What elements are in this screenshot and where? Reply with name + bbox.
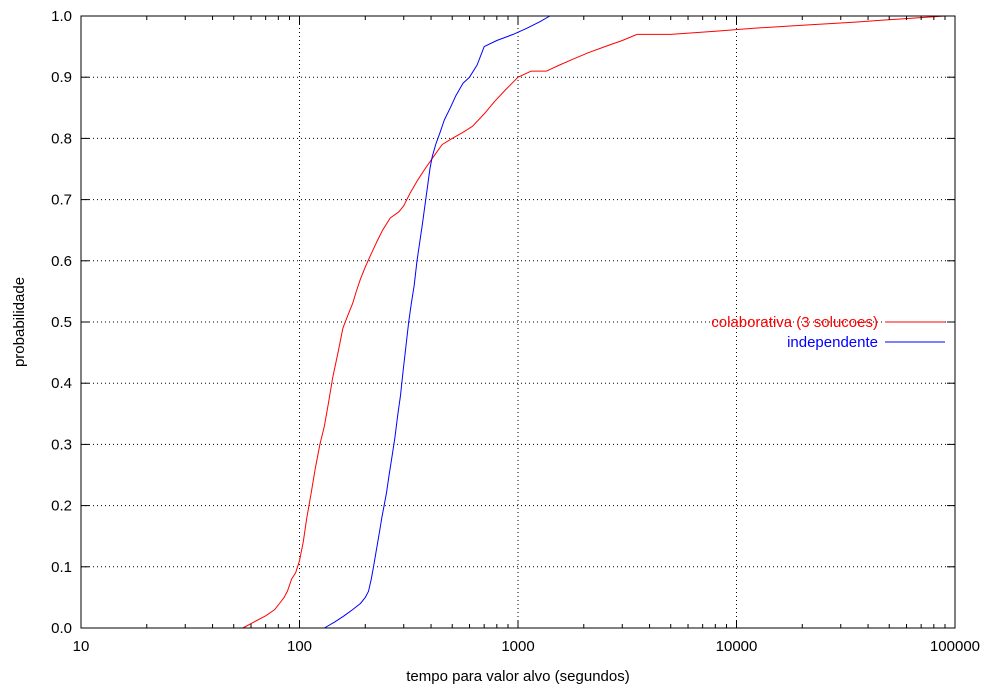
y-tick-label: 0.7 xyxy=(51,192,72,209)
y-tick-label: 0.8 xyxy=(51,130,72,147)
y-tick-label: 0.1 xyxy=(51,559,72,576)
axis-ticks xyxy=(80,15,956,629)
series-line-0 xyxy=(242,15,946,629)
legend-label-1: independente xyxy=(787,334,878,351)
x-tick-label: 100000 xyxy=(930,638,980,655)
y-tick-label: 0.6 xyxy=(51,253,72,270)
y-tick-label: 1.0 xyxy=(51,8,72,25)
x-tick-label: 10 xyxy=(73,638,90,655)
x-tick-label: 10000 xyxy=(716,638,758,655)
x-tick-label: 100 xyxy=(287,638,312,655)
tick-labels: 0.0 0.1 0.2 0.3 0.4 0.5 0.6 0.7 0.8 0.9 1.0 10 100 10… xyxy=(51,8,980,655)
y-tick-label: 0.4 xyxy=(51,375,72,392)
x-axis-label: tempo para valor alvo (segundos) xyxy=(406,668,629,685)
series-line-1 xyxy=(324,15,551,629)
y-tick-label: 0.3 xyxy=(51,436,72,453)
series-lines xyxy=(242,15,946,629)
y-tick-label: 0.9 xyxy=(51,69,72,86)
legend-label-0: colaborativa (3 solucoes) xyxy=(711,314,878,331)
x-tick-label: 1000 xyxy=(501,638,534,655)
y-tick-label: 0.5 xyxy=(51,314,72,331)
y-tick-label: 0.0 xyxy=(51,620,72,637)
legend: colaborativa (3 solucoes) independente xyxy=(711,314,945,351)
y-axis-label: probabilidade xyxy=(11,277,28,367)
y-tick-label: 0.2 xyxy=(51,498,72,515)
